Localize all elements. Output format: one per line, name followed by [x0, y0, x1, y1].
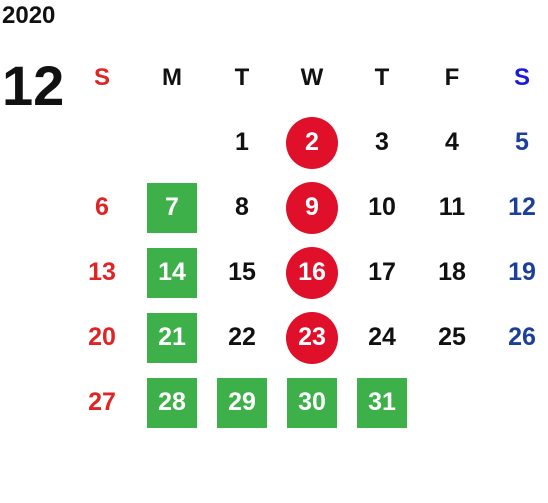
weekday-header: W: [300, 63, 324, 91]
day-number: 10: [368, 193, 396, 221]
day-number: 7: [147, 182, 197, 233]
calendar-grid: S M T W T F S 1 2 3 4 5 6 7 8 9 10 11 12 13 14 15 16 17 18 19 20 21…: [67, 45, 548, 435]
weekday-header: T: [374, 63, 390, 91]
day-cell[interactable]: 6: [67, 175, 137, 240]
weekday-header: S: [513, 63, 530, 91]
empty-day-cell: [67, 110, 137, 175]
day-cell[interactable]: 29: [207, 370, 277, 435]
day-cell[interactable]: 14: [137, 240, 207, 305]
day-number: 11: [438, 193, 466, 221]
day-cell[interactable]: 8: [207, 175, 277, 240]
day-number: 31: [357, 377, 407, 428]
day-number: 2: [286, 116, 338, 169]
day-cell[interactable]: 18: [417, 240, 487, 305]
day-cell[interactable]: 28: [137, 370, 207, 435]
year-label: 2020: [2, 2, 56, 29]
day-number: 29: [217, 377, 267, 428]
weekday-header: M: [162, 63, 182, 91]
day-number: 3: [375, 128, 389, 156]
day-number: 12: [508, 193, 536, 221]
day-number: 23: [286, 311, 338, 364]
day-cell[interactable]: 10: [347, 175, 417, 240]
day-number: 27: [88, 388, 116, 416]
day-cell[interactable]: 22: [207, 305, 277, 370]
day-number: 8: [235, 193, 249, 221]
empty-day-cell: [137, 110, 207, 175]
day-cell[interactable]: 16: [277, 240, 347, 305]
day-cell[interactable]: 11: [417, 175, 487, 240]
day-number: 14: [147, 247, 197, 298]
day-cell[interactable]: 23: [277, 305, 347, 370]
day-cell[interactable]: 20: [67, 305, 137, 370]
day-number: 30: [287, 377, 337, 428]
day-number: 4: [445, 128, 459, 156]
day-cell[interactable]: 5: [487, 110, 548, 175]
day-number: 5: [515, 128, 529, 156]
day-cell[interactable]: 21: [137, 305, 207, 370]
day-number: 24: [368, 323, 396, 351]
day-number: 28: [147, 377, 197, 428]
day-number: 16: [286, 246, 338, 299]
day-number: 13: [88, 258, 116, 286]
day-number: 19: [508, 258, 536, 286]
day-number: 1: [235, 128, 249, 156]
day-cell[interactable]: 4: [417, 110, 487, 175]
day-number: 25: [438, 323, 466, 351]
empty-day-cell: [417, 370, 487, 435]
day-cell[interactable]: 7: [137, 175, 207, 240]
day-number: 15: [228, 258, 256, 286]
day-cell[interactable]: 2: [277, 110, 347, 175]
day-cell[interactable]: 27: [67, 370, 137, 435]
day-cell[interactable]: 31: [347, 370, 417, 435]
day-number: 6: [95, 193, 109, 221]
day-cell[interactable]: 25: [417, 305, 487, 370]
day-number: 21: [147, 312, 197, 363]
day-cell[interactable]: 15: [207, 240, 277, 305]
day-cell[interactable]: 17: [347, 240, 417, 305]
day-cell[interactable]: 1: [207, 110, 277, 175]
weekday-header: F: [444, 63, 460, 91]
weekday-header: T: [234, 63, 250, 91]
day-cell[interactable]: 30: [277, 370, 347, 435]
day-number: 26: [508, 323, 536, 351]
day-cell[interactable]: 19: [487, 240, 548, 305]
empty-day-cell: [487, 370, 548, 435]
day-cell[interactable]: 13: [67, 240, 137, 305]
day-cell[interactable]: 12: [487, 175, 548, 240]
day-number: 17: [368, 258, 396, 286]
day-number: 22: [228, 323, 256, 351]
day-number: 9: [286, 181, 338, 234]
month-label: 12: [2, 54, 65, 117]
day-number: 18: [438, 258, 466, 286]
day-cell[interactable]: 3: [347, 110, 417, 175]
day-cell[interactable]: 26: [487, 305, 548, 370]
day-cell[interactable]: 24: [347, 305, 417, 370]
day-cell[interactable]: 9: [277, 175, 347, 240]
weekday-header: S: [93, 63, 110, 91]
day-number: 20: [88, 323, 116, 351]
